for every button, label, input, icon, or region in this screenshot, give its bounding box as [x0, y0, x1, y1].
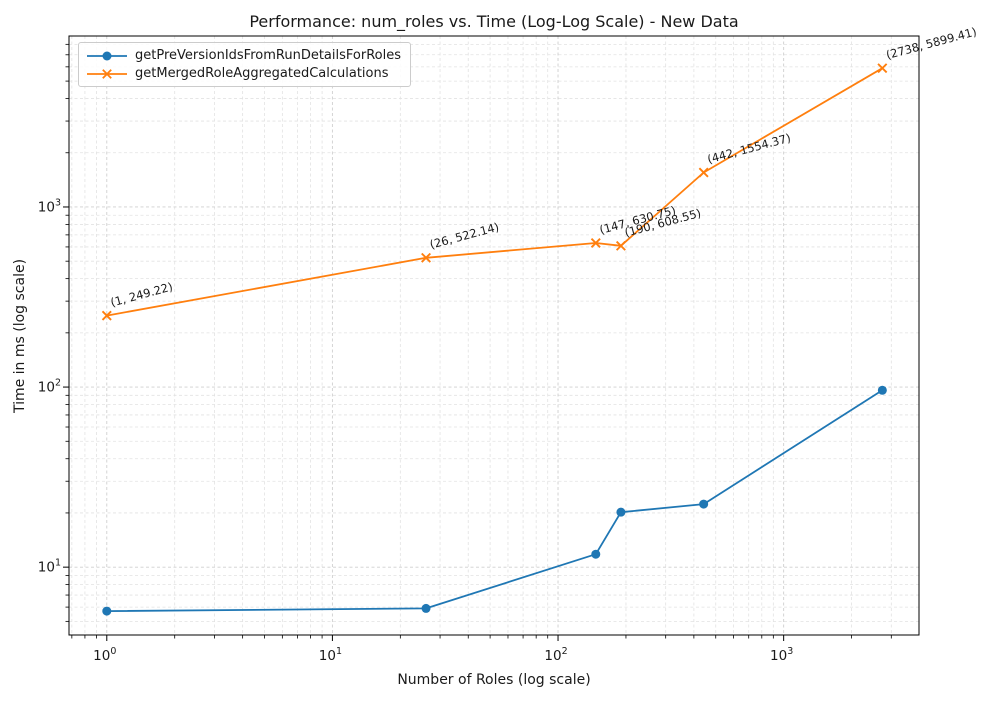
y-tick-label: 103: [38, 197, 61, 215]
x-tick-label: 100: [93, 646, 116, 664]
legend-label-series-1: getMergedRoleAggregatedCalculations: [135, 66, 389, 81]
legend-label-series-0: getPreVersionIdsFromRunDetailsForRoles: [135, 48, 401, 63]
axes-layer: 100 101 102 103 101 102 103: [38, 35, 920, 664]
plot-border: [68, 35, 920, 636]
legend-sample-line-circle-icon: [87, 51, 127, 60]
legend-sample-line-x-icon: [87, 68, 127, 79]
legend-item-series-1: getMergedRoleAggregatedCalculations: [86, 66, 401, 81]
legend: getPreVersionIdsFromRunDetailsForRoles g…: [78, 42, 411, 87]
grid-layer: [69, 36, 919, 635]
series-line-0: [106, 389, 883, 612]
data-point-circle: [591, 549, 601, 559]
data-point-x: [101, 310, 112, 321]
x-marker-icon: [102, 68, 112, 79]
data-point-x: [698, 167, 709, 178]
x-tick-label: 101: [319, 646, 342, 664]
series-layer: [101, 63, 888, 616]
data-point-circle: [877, 385, 887, 395]
circle-marker-icon: [102, 51, 112, 60]
y-axis-label: Time in ms (log scale): [12, 259, 28, 414]
data-point-circle: [102, 606, 112, 616]
legend-item-series-0: getPreVersionIdsFromRunDetailsForRoles: [86, 48, 401, 63]
x-tick-label: 103: [770, 646, 793, 664]
data-point-circle: [699, 499, 709, 509]
data-point-circle: [616, 507, 626, 517]
data-point-x: [590, 238, 601, 248]
y-tick-label: 101: [38, 558, 61, 576]
series-line-1: [106, 67, 883, 317]
data-point-x: [877, 63, 888, 74]
x-tick-label: 102: [544, 646, 567, 664]
data-point-x: [615, 240, 626, 251]
x-axis-label: Number of Roles (log scale): [397, 672, 590, 688]
point-annotation: (2738, 5899.41): [885, 24, 979, 62]
y-tick-label: 102: [38, 378, 61, 396]
chart-title: Performance: num_roles vs. Time (Log-Log…: [249, 12, 738, 32]
data-point-x: [421, 252, 432, 263]
data-point-circle: [421, 603, 431, 613]
